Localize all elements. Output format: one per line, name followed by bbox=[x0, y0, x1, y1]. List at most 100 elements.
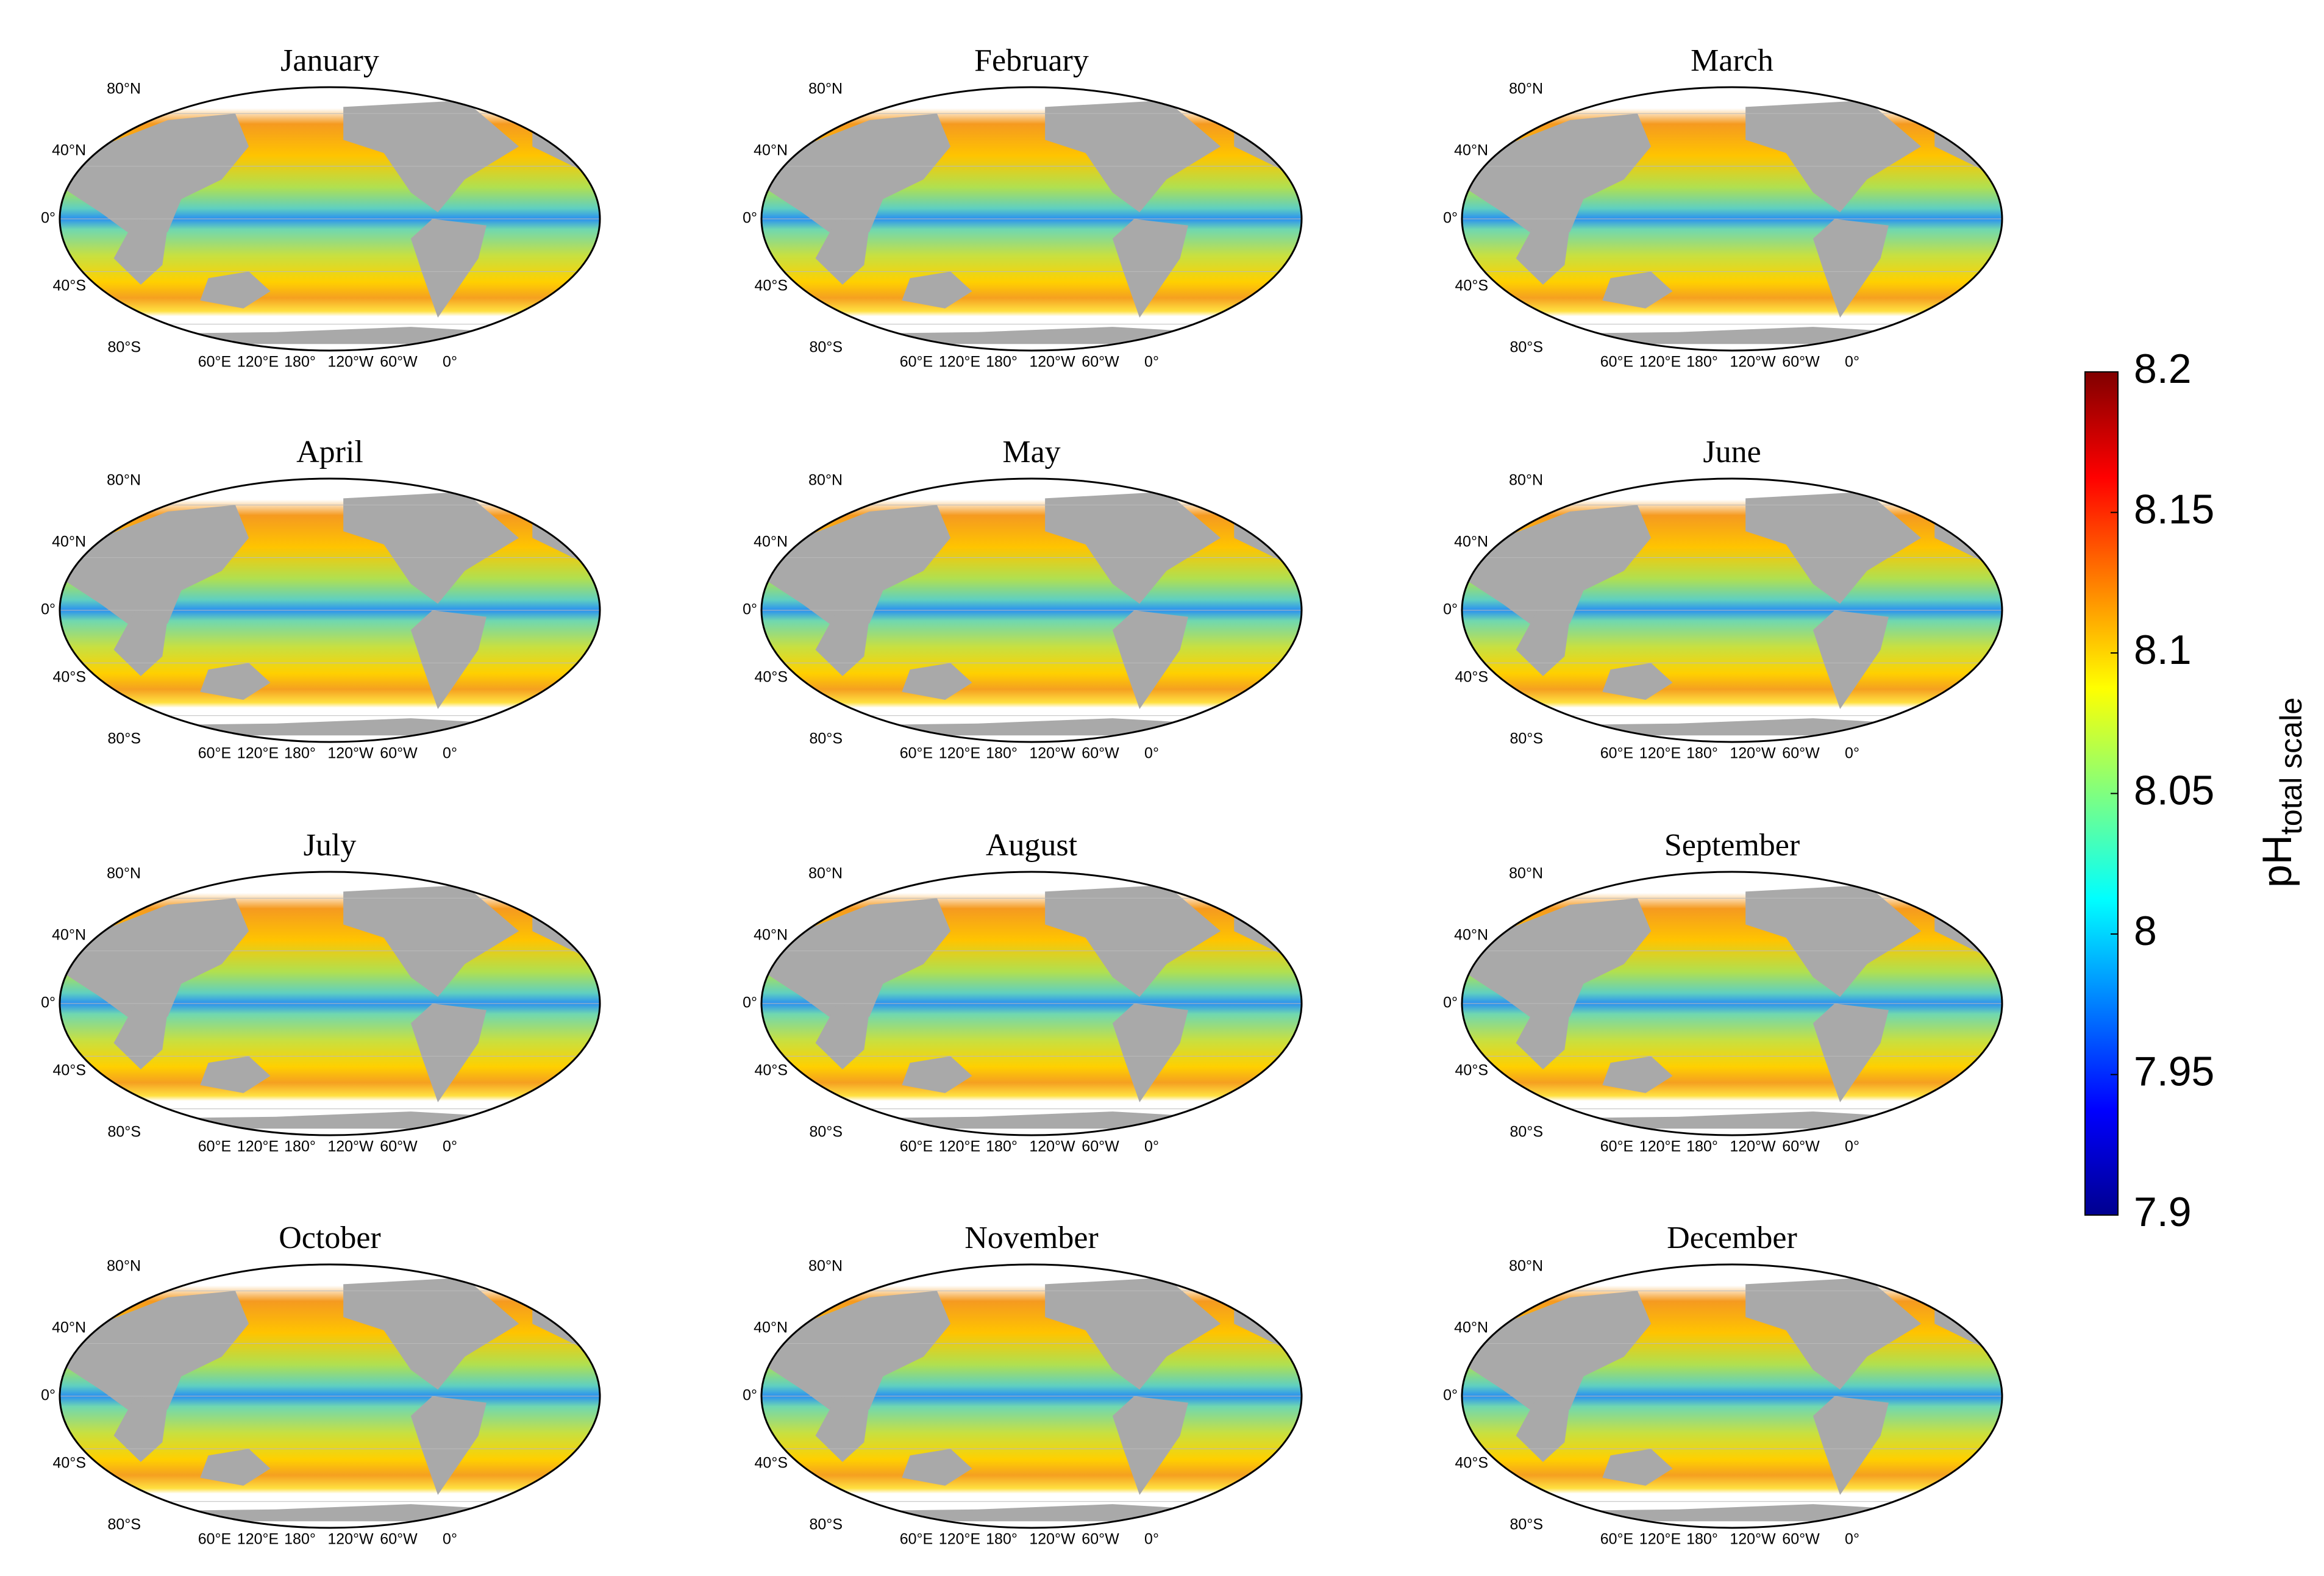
lat-label: 80°N bbox=[808, 472, 843, 489]
lon-label: 180° bbox=[1686, 745, 1718, 762]
map-body bbox=[761, 479, 1302, 742]
map-frame bbox=[760, 477, 1303, 743]
lat-label: 0° bbox=[1443, 1387, 1458, 1404]
lat-label: 40°N bbox=[52, 533, 86, 551]
map-panel: February 80°N 40°N 0° 40°S 80°S 60°E 120°E 180° 1… bbox=[743, 43, 1303, 371]
map-body bbox=[60, 872, 600, 1135]
land bbox=[1462, 113, 1652, 232]
lon-label: 180° bbox=[986, 354, 1018, 371]
colorbar-tick-label: 8.2 bbox=[2134, 346, 2192, 392]
lon-label: 180° bbox=[1686, 1138, 1718, 1155]
land bbox=[1112, 219, 1188, 318]
lat-label: 80°S bbox=[1510, 730, 1543, 747]
lat-label: 80°S bbox=[810, 1124, 843, 1141]
lon-label: 120°W bbox=[327, 1138, 374, 1155]
map-body bbox=[761, 87, 1302, 351]
lon-label: 0° bbox=[1144, 1531, 1159, 1548]
lat-label: 80°S bbox=[1510, 1124, 1543, 1141]
land bbox=[1112, 1004, 1188, 1102]
lat-label: 80°S bbox=[108, 1516, 141, 1533]
map-frame bbox=[59, 1263, 601, 1529]
lat-label: 40°S bbox=[53, 1062, 86, 1079]
land bbox=[113, 1396, 168, 1462]
lon-label: 120°E bbox=[237, 354, 279, 371]
land bbox=[1112, 610, 1188, 709]
lat-label: 80°S bbox=[810, 339, 843, 356]
lon-label: 60°E bbox=[1600, 1138, 1633, 1155]
land bbox=[1813, 610, 1889, 709]
lat-label: 80°N bbox=[808, 1258, 843, 1275]
colorbar-tick-label: 7.9 bbox=[2134, 1189, 2192, 1235]
land bbox=[1045, 1277, 1221, 1390]
lat-label: 80°N bbox=[107, 80, 141, 98]
map-frame bbox=[59, 871, 601, 1136]
lat-label: 0° bbox=[743, 210, 757, 227]
land bbox=[902, 663, 972, 700]
map-panel: April 80°N 40°N 0° 40°S 80°S 60°E 120°E 180° 120°… bbox=[41, 435, 601, 762]
land bbox=[761, 113, 951, 232]
lon-label: 120°E bbox=[939, 1138, 980, 1155]
map-panel: October 80°N 40°N 0° 40°S 80°S 60°E 120°E 180° 12… bbox=[41, 1221, 601, 1548]
map-panel: August 80°N 40°N 0° 40°S 80°S 60°E 120°E 180° 120… bbox=[743, 828, 1303, 1155]
lat-label: 40°S bbox=[755, 277, 788, 294]
lon-label: 60°E bbox=[1600, 745, 1633, 762]
lon-label: 0° bbox=[1845, 745, 1859, 762]
map-panel: September 80°N 40°N 0° 40°S 80°S 60°E 120°E 180°… bbox=[1443, 828, 2003, 1155]
map-frame bbox=[1461, 1263, 2003, 1529]
lon-label: 60°W bbox=[1782, 354, 1820, 371]
lat-label: 40°N bbox=[1454, 142, 1488, 159]
lon-label: 120°W bbox=[1029, 354, 1075, 371]
map-frame bbox=[1461, 477, 2003, 743]
lat-label: 0° bbox=[1443, 994, 1458, 1011]
land bbox=[410, 610, 487, 709]
land bbox=[343, 100, 519, 213]
lon-label: 120°W bbox=[1730, 745, 1776, 762]
lon-label: 0° bbox=[443, 1138, 457, 1155]
land bbox=[1602, 1449, 1673, 1486]
colorbar-tick-label: 8 bbox=[2134, 908, 2157, 954]
land bbox=[1745, 100, 1922, 213]
panel-title: March bbox=[1691, 43, 1773, 78]
lon-label: 180° bbox=[284, 1138, 316, 1155]
land bbox=[1045, 100, 1221, 213]
panel-title: June bbox=[1703, 435, 1761, 469]
land bbox=[815, 219, 870, 285]
map-body bbox=[60, 87, 600, 351]
lat-label: 40°N bbox=[52, 142, 86, 159]
land bbox=[1462, 505, 1652, 624]
land bbox=[761, 898, 951, 1017]
lat-label: 40°N bbox=[52, 927, 86, 944]
map-panel: November 80°N 40°N 0° 40°S 80°S 60°E 120°E 180° 1… bbox=[743, 1221, 1303, 1548]
land bbox=[1745, 1277, 1922, 1390]
map-panel: March 80°N 40°N 0° 40°S 80°S 60°E 120°E 180° 120°… bbox=[1443, 43, 2003, 371]
panel-title: May bbox=[1002, 435, 1060, 469]
lat-label: 40°S bbox=[1455, 277, 1488, 294]
land bbox=[1745, 491, 1922, 604]
map-body bbox=[1462, 872, 2002, 1135]
land bbox=[60, 505, 249, 624]
map-panel: July 80°N 40°N 0° 40°S 80°S 60°E 120°E 180° 120°W… bbox=[41, 828, 601, 1155]
lon-label: 180° bbox=[1686, 354, 1718, 371]
lon-label: 60°E bbox=[198, 354, 231, 371]
lat-label: 80°N bbox=[107, 865, 141, 882]
lat-label: 40°N bbox=[52, 1319, 86, 1336]
lat-label: 40°N bbox=[1454, 533, 1488, 551]
map-panel: June 80°N 40°N 0° 40°S 80°S 60°E 120°E 180° 120°W… bbox=[1443, 435, 2003, 762]
lat-label: 80°S bbox=[810, 1516, 843, 1533]
lat-label: 40°S bbox=[755, 1062, 788, 1079]
land bbox=[1112, 1396, 1188, 1495]
map-panels: January 80°N 40°N 0° 40°S 80°S 60°E 120°E 180° 12… bbox=[41, 43, 2003, 1548]
lat-label: 0° bbox=[41, 210, 55, 227]
lat-label: 80°S bbox=[108, 730, 141, 747]
panel-title: October bbox=[279, 1221, 380, 1255]
colorbar-label: pHtotal scale bbox=[2254, 697, 2308, 888]
lon-label: 180° bbox=[284, 1531, 316, 1548]
land bbox=[1602, 271, 1673, 308]
lat-label: 40°N bbox=[1454, 1319, 1488, 1336]
map-frame bbox=[760, 871, 1303, 1136]
lon-label: 0° bbox=[1144, 745, 1159, 762]
map-frame bbox=[760, 86, 1303, 352]
lat-label: 40°S bbox=[53, 669, 86, 686]
lon-label: 0° bbox=[443, 1531, 457, 1548]
lon-label: 120°W bbox=[327, 745, 374, 762]
